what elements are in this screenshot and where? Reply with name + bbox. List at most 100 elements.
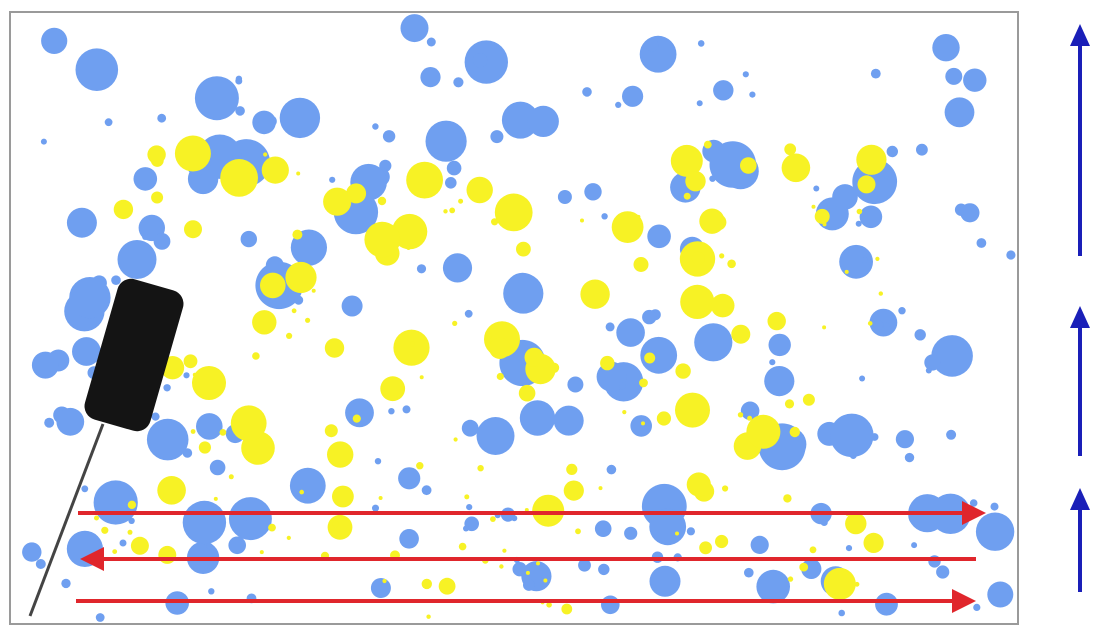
blue-particle (601, 213, 608, 220)
blue-particle (442, 253, 473, 283)
blue-particle (932, 34, 960, 62)
blue-particle (624, 526, 638, 540)
yellow-particle (783, 494, 792, 503)
yellow-particle (854, 581, 860, 587)
yellow-particle (292, 229, 303, 240)
blue-particle (209, 459, 226, 476)
blue-particle (750, 535, 769, 555)
blue-particle (916, 143, 928, 156)
blue-particle (578, 558, 591, 572)
blue-particle (133, 167, 158, 191)
probe-icon (28, 278, 184, 617)
blue-particle (35, 559, 46, 569)
scan-arrow-layer (76, 501, 986, 613)
side-arrow (1070, 24, 1090, 256)
yellow-particle (380, 376, 406, 402)
yellow-particle (378, 496, 383, 500)
blue-particle (420, 67, 441, 88)
yellow-particle (286, 535, 291, 541)
yellow-particle (487, 333, 492, 339)
blue-particle (990, 502, 999, 511)
blue-particle (75, 48, 119, 91)
blue-particle (963, 68, 987, 92)
yellow-particle (680, 284, 715, 319)
yellow-particle (683, 192, 691, 200)
yellow-particle (737, 412, 744, 418)
blue-particle (642, 309, 657, 325)
blue-particle (461, 419, 479, 437)
yellow-particle (867, 321, 873, 326)
blue-particle (694, 323, 733, 362)
yellow-particle (268, 523, 276, 532)
yellow-particle (263, 152, 268, 157)
blue-particle (740, 401, 760, 421)
blue-particle (182, 500, 227, 545)
yellow-particle (857, 175, 876, 194)
blue-particle (870, 68, 881, 79)
yellow-particle (811, 204, 816, 209)
blue-particle (697, 40, 705, 47)
yellow-particle (94, 515, 99, 521)
yellow-particle (781, 153, 811, 183)
blue-particle (252, 110, 276, 135)
blue-particle (228, 536, 246, 555)
yellow-particle (722, 485, 729, 492)
blue-particle (183, 372, 190, 379)
arrow-up-icon (1070, 24, 1090, 46)
yellow-particle (580, 279, 610, 309)
blue-particle (945, 67, 963, 85)
blue-particle (869, 308, 898, 337)
arrow-icon (962, 501, 986, 525)
yellow-particle (464, 494, 470, 500)
yellow-particle (184, 220, 202, 239)
blue-particle (647, 224, 671, 249)
yellow-particle (113, 199, 134, 220)
yellow-particle (524, 347, 544, 367)
blue-particle (445, 177, 457, 189)
yellow-particle (516, 241, 531, 257)
yellow-particle (685, 171, 706, 192)
yellow-particle (174, 135, 211, 172)
blue-particle (987, 581, 1014, 608)
blue-particle (446, 160, 462, 176)
yellow-particle (453, 437, 458, 442)
yellow-particle (814, 208, 830, 224)
yellow-particle (656, 411, 672, 426)
yellow-particle (220, 159, 258, 197)
blue-particle (756, 569, 790, 604)
blue-particle (598, 563, 610, 576)
yellow-particle (633, 257, 649, 272)
blue-particle (421, 485, 432, 496)
blue-particle (388, 408, 395, 415)
blue-particle (830, 413, 874, 458)
yellow-particle (703, 140, 712, 149)
blue-particle (374, 458, 382, 465)
blue-particle (975, 512, 1015, 551)
blue-particle (503, 273, 544, 314)
yellow-particle (563, 480, 584, 501)
yellow-particle (449, 207, 456, 214)
blue-particle (686, 527, 696, 536)
blue-particle (911, 542, 918, 549)
yellow-particle (699, 208, 725, 234)
blue-particle (875, 592, 898, 616)
yellow-particle (252, 310, 277, 335)
yellow-particle (489, 337, 511, 359)
yellow-particle (252, 352, 260, 360)
blue-particle (960, 203, 980, 223)
blue-particle (464, 309, 473, 318)
yellow-particle (490, 516, 496, 522)
yellow-particle (183, 354, 198, 369)
yellow-particle (536, 561, 540, 566)
blue-particle (924, 354, 941, 371)
yellow-particle (382, 578, 387, 584)
yellow-particle (198, 441, 211, 454)
blue-particle (501, 101, 539, 139)
side-arrow-layer (1070, 24, 1090, 592)
yellow-particle (190, 429, 196, 434)
yellow-particle (747, 415, 753, 421)
blue-particle (22, 542, 42, 562)
blue-particle (425, 120, 467, 162)
blue-particle (416, 264, 427, 274)
